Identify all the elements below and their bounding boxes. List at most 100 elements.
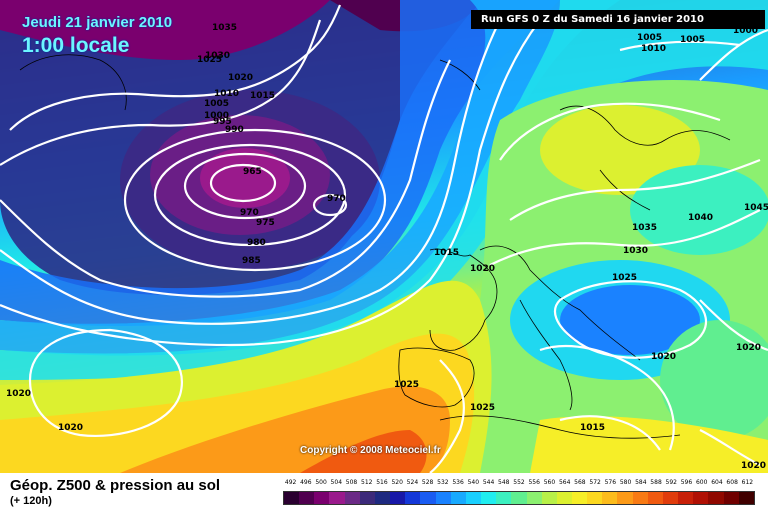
- isobar-label: 1010: [641, 44, 666, 54]
- scale-label: 560: [543, 479, 556, 486]
- scale-swatch: [662, 492, 679, 504]
- scale-swatch: [314, 492, 330, 504]
- scale-swatch: [708, 492, 724, 504]
- scale-bar: [283, 491, 755, 505]
- map-title: Géop. Z500 & pression au sol: [10, 477, 221, 494]
- scale-swatch: [678, 492, 694, 504]
- isobar-label: 1010: [214, 89, 239, 99]
- isobar-label: 965: [243, 167, 262, 177]
- scale-swatch: [329, 492, 345, 504]
- scale-label: 556: [528, 479, 540, 486]
- scale-swatch: [587, 492, 603, 504]
- scale-label: 572: [589, 479, 601, 486]
- isobar-label: 1020: [470, 264, 495, 274]
- color-field: [0, 0, 768, 473]
- map-subtitle: (+ 120h): [10, 495, 52, 507]
- isobar-label: 1035: [632, 223, 657, 233]
- scale-swatch: [556, 492, 572, 504]
- scale-swatch: [602, 492, 618, 504]
- isobar-label: 985: [242, 256, 261, 266]
- scale-swatch: [632, 492, 648, 504]
- isobar-labels: 1035 1030 1025 1020 1015 1010 1005 1000 …: [6, 23, 768, 471]
- scale-swatch: [465, 492, 482, 504]
- scale-label: 536: [452, 479, 464, 486]
- scale-label: 588: [650, 479, 662, 486]
- scale-label: 612: [741, 479, 754, 486]
- isobar-label: 1005: [680, 35, 705, 45]
- isobar-label: 1030: [623, 246, 648, 256]
- scale-swatch: [571, 492, 588, 504]
- isobar-label: 1005: [637, 33, 662, 43]
- scale-label: 504: [330, 479, 343, 486]
- isobar-label: 1005: [204, 99, 229, 109]
- scale-labels: 492 496 500 504 508 512 516 520 524 528 532 536 540 5…: [283, 479, 755, 489]
- scale-label: 548: [498, 479, 510, 486]
- scale-label: 564: [558, 479, 571, 486]
- scale-swatch: [420, 492, 436, 504]
- isobar-lines: [0, 4, 768, 473]
- scale-swatch: [693, 492, 709, 504]
- coastlines: [19, 54, 731, 439]
- scale-label: 596: [680, 479, 693, 486]
- isobar-label: 1000: [733, 26, 758, 36]
- copyright: Copyright © 2008 Meteociel.fr: [300, 445, 441, 456]
- scale-label: 516: [376, 479, 388, 486]
- isobar-label: 1020: [741, 461, 766, 471]
- scale-label: 568: [574, 479, 586, 486]
- scale-swatch: [723, 492, 739, 504]
- scale-swatch: [299, 492, 315, 504]
- isobar-label: 1020: [736, 343, 761, 353]
- isobar-label: 1020: [6, 389, 31, 399]
- scale-swatch: [374, 492, 391, 504]
- isobar-label: 1030: [205, 51, 230, 61]
- isobar-label: 1020: [228, 73, 253, 83]
- scale-swatch: [511, 492, 527, 504]
- scale-label: 540: [467, 479, 480, 486]
- isobar-label: 1020: [58, 423, 83, 433]
- scale-swatch: [617, 492, 633, 504]
- model-run-label: Run GFS 0 Z du Samedi 16 janvier 2010: [471, 10, 765, 29]
- isobar-label: 1015: [434, 248, 459, 258]
- scale-label: 604: [711, 479, 723, 486]
- scale-label: 512: [361, 479, 373, 486]
- isobar-label: 1025: [394, 380, 419, 390]
- color-scale-legend: 492 496 500 504 508 512 516 520 524 528 532 536 540 5…: [283, 479, 755, 505]
- scale-label: 496: [300, 479, 312, 486]
- isobar-label: 1045: [744, 203, 768, 213]
- scale-label: 524: [406, 479, 419, 486]
- isobar-label: 1025: [470, 403, 495, 413]
- scale-swatch: [405, 492, 421, 504]
- isobar-label: 990: [225, 125, 244, 135]
- isobar-label: 1040: [688, 213, 713, 223]
- isobar-label: 975: [256, 218, 275, 228]
- isobar-label: 1025: [612, 273, 637, 283]
- scale-label: 520: [391, 479, 403, 486]
- scale-label: 500: [315, 479, 327, 486]
- scale-label: 508: [345, 479, 358, 486]
- scale-swatch: [647, 492, 663, 504]
- isobar-label: 1025: [197, 55, 222, 65]
- isobar-label: 1035: [212, 23, 237, 33]
- isobar-label: 970: [327, 194, 346, 204]
- scale-label: 552: [513, 479, 525, 486]
- scale-swatch: [359, 492, 375, 504]
- scale-label: 592: [665, 479, 677, 486]
- scale-label: 576: [604, 479, 617, 486]
- scale-label: 600: [695, 479, 708, 486]
- scale-swatch: [526, 492, 542, 504]
- isobar-label: 1020: [651, 352, 676, 362]
- isobar-label: 1015: [250, 91, 275, 101]
- isobar-label: 980: [247, 238, 266, 248]
- scale-swatch: [481, 492, 497, 504]
- scale-label: 532: [437, 479, 449, 486]
- isobar-label: 1000: [204, 111, 229, 121]
- scale-label: 584: [635, 479, 647, 486]
- scale-swatch: [496, 492, 512, 504]
- scale-label: 580: [619, 479, 632, 486]
- scale-swatch: [738, 492, 754, 504]
- weather-map: 1035 1030 1025 1020 1015 1010 1005 1000 …: [0, 0, 768, 473]
- forecast-date: Jeudi 21 janvier 2010: [22, 14, 173, 31]
- scale-swatch: [541, 492, 557, 504]
- scale-label: 528: [421, 479, 434, 486]
- scale-swatch: [390, 492, 406, 504]
